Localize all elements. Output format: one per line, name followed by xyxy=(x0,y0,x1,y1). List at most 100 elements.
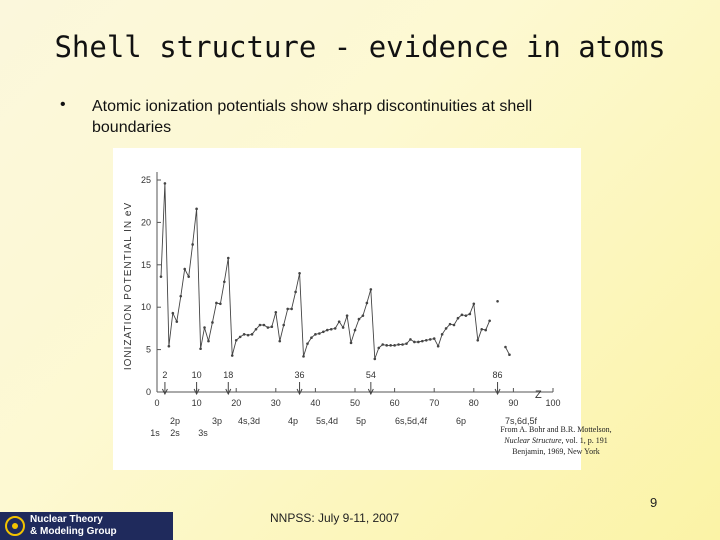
x-tick-label: 80 xyxy=(469,398,479,408)
x-tick-label: 90 xyxy=(508,398,518,408)
data-point xyxy=(365,301,369,305)
data-point xyxy=(175,320,179,323)
data-point xyxy=(341,326,345,329)
data-point xyxy=(436,344,440,348)
logo-line: Nuclear Theory xyxy=(30,514,103,525)
shell-label: 2p xyxy=(170,416,180,426)
data-point xyxy=(357,317,361,321)
magic-number: 86 xyxy=(493,370,503,380)
data-point xyxy=(223,280,226,284)
data-point xyxy=(219,302,222,306)
data-point xyxy=(389,344,392,347)
data-point xyxy=(250,333,254,336)
data-point xyxy=(195,207,198,211)
data-point xyxy=(314,333,317,336)
data-point xyxy=(361,314,365,317)
citation-line: , vol. 1, p. 191 xyxy=(561,436,608,445)
logo-icon xyxy=(5,516,25,536)
data-point xyxy=(230,354,234,357)
y-tick-label: 5 xyxy=(146,345,151,355)
data-point xyxy=(456,316,460,320)
shell-label: 4p xyxy=(288,416,298,426)
x-tick-label: 30 xyxy=(271,398,281,408)
logo-line: & Modeling Group xyxy=(30,526,117,537)
core-label: 1s xyxy=(150,428,160,438)
magic-number: 10 xyxy=(192,370,202,380)
logo: Nuclear Theory & Modeling Group xyxy=(0,512,173,540)
data-point xyxy=(484,328,487,332)
data-point xyxy=(468,312,472,316)
data-point xyxy=(171,311,175,315)
data-point xyxy=(199,347,202,351)
x-tick-label: 50 xyxy=(350,398,360,408)
data-point xyxy=(417,340,420,344)
citation: From A. Bohr and B.R. Mottelson, Nuclear… xyxy=(500,424,612,457)
data-point xyxy=(373,357,377,361)
page-number: 9 xyxy=(650,495,658,510)
data-point xyxy=(393,344,396,347)
data-point xyxy=(211,321,214,324)
data-point xyxy=(238,335,242,339)
data-point xyxy=(246,333,250,337)
data-point xyxy=(215,301,218,305)
data-point xyxy=(385,344,388,347)
x-tick-label: 70 xyxy=(429,398,439,408)
data-point xyxy=(464,314,468,317)
magic-arrowhead xyxy=(161,388,168,396)
magic-arrowhead xyxy=(193,388,200,396)
x-axis-label: Z xyxy=(535,389,542,401)
data-point xyxy=(290,307,293,311)
x-tick-label: 100 xyxy=(545,398,560,408)
data-point xyxy=(440,333,444,336)
data-point xyxy=(325,328,329,332)
data-point xyxy=(163,182,167,185)
data-point xyxy=(413,340,416,344)
y-tick-label: 15 xyxy=(141,260,151,270)
data-point xyxy=(432,337,436,340)
data-point xyxy=(298,271,301,275)
core-label: 3s xyxy=(198,428,208,438)
data-point xyxy=(183,267,187,271)
data-point xyxy=(448,322,452,326)
magic-arrowhead xyxy=(225,388,232,396)
magic-arrowhead xyxy=(296,388,303,396)
figure: 0 5 10 15 20 25 0 10 20 30 40 50 60 70 80 90 100 IONIZATI… xyxy=(113,148,581,470)
data-point xyxy=(282,323,286,327)
data-point xyxy=(460,313,464,317)
y-tick-label: 20 xyxy=(141,217,151,227)
magic-arrowhead xyxy=(494,388,501,396)
data-point xyxy=(159,275,163,278)
magic-arrowhead xyxy=(367,388,374,396)
data-point xyxy=(318,332,321,335)
y-tick-label: 0 xyxy=(146,387,151,397)
data-point xyxy=(444,327,448,330)
data-point xyxy=(207,339,210,343)
footer: NNPSS: July 9-11, 2007 xyxy=(270,511,400,525)
citation-book: Nuclear Structure xyxy=(504,436,562,445)
data-point xyxy=(258,323,262,327)
magic-number: 2 xyxy=(162,370,167,380)
data-point xyxy=(452,323,456,327)
data-point xyxy=(472,302,476,306)
shell-label: 6s,5d,4f xyxy=(395,416,428,426)
data-point xyxy=(234,338,238,342)
data-point xyxy=(488,319,491,323)
data-point xyxy=(508,353,511,356)
data-point xyxy=(302,355,305,358)
bullet-marker: • xyxy=(60,96,66,113)
data-point xyxy=(226,256,230,260)
data-point xyxy=(476,338,480,342)
magic-number: 36 xyxy=(295,370,305,380)
citation-line: From A. Bohr and B.R. Mottelson, xyxy=(500,425,612,434)
y-tick-label: 25 xyxy=(141,175,151,185)
data-point xyxy=(397,343,400,346)
data-point xyxy=(504,345,507,349)
citation-line: Benjamin, 1969, New York xyxy=(512,447,600,456)
data-point xyxy=(409,338,412,341)
shell-label: 7s,6d,5f xyxy=(505,416,538,426)
x-tick-label: 20 xyxy=(231,398,241,408)
logo-text: Nuclear Theory & Modeling Group xyxy=(30,514,117,538)
data-point xyxy=(428,338,432,341)
x-tick-label: 60 xyxy=(390,398,400,408)
